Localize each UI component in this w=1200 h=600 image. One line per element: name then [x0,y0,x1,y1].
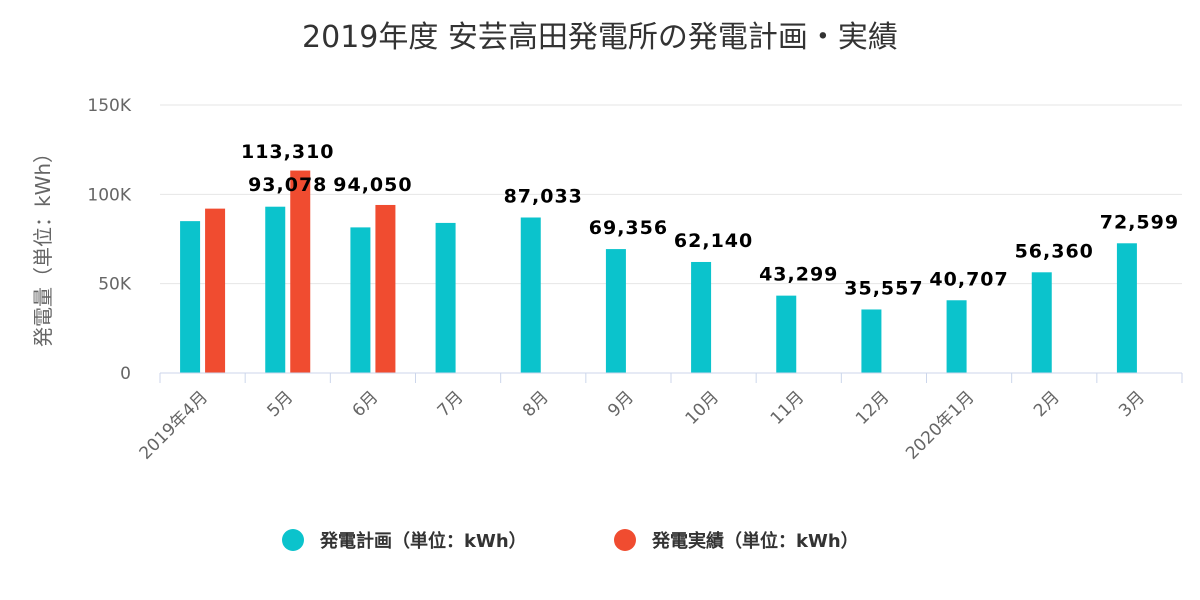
data-label: 56,360 [1015,240,1094,262]
x-tick-label: 2020年1月 [902,387,978,463]
bar-series-1 [1116,243,1137,373]
bar-series-1 [861,309,882,373]
x-tick-label: 3月 [1115,387,1149,421]
x-tick-label: 9月 [604,387,638,421]
data-label: 72,599 [1100,211,1179,233]
legend-marker [282,529,304,551]
y-tick-label: 100K [87,185,131,205]
x-tick-label: 5月 [263,387,297,421]
bar-series-1 [691,261,712,373]
x-tick-label: 10月 [682,387,723,428]
data-label: 87,033 [504,186,583,208]
data-label: 69,356 [589,217,668,239]
legend-marker [614,529,636,551]
x-tick-label: 2019年4月 [136,387,212,463]
bar-series-1 [435,222,456,373]
bar-series-2 [205,208,226,373]
y-tick-label: 0 [120,364,131,384]
x-tick-label: 6月 [349,387,383,421]
bar-series-1 [946,300,967,373]
x-tick-label: 2月 [1030,387,1064,421]
grid-lines [160,104,1182,285]
data-label: 40,707 [929,268,1008,290]
legend-label[interactable]: 発電計画（単位：kWh） [319,530,527,552]
bar-series-2 [375,204,396,373]
bar-series-1 [605,249,626,373]
data-label: 43,299 [759,264,838,286]
legend: 発電計画（単位：kWh） 発電実績（単位：kWh） [282,529,859,552]
x-axis: 2019年4月 5月 6月 7月 8月 9月 10月 11月 12月 2020年1月 2月 3月 [136,372,1183,464]
data-label: 113,310 [241,141,335,163]
data-label: 62,140 [674,230,753,252]
bar-series-1 [350,227,371,373]
x-tick-label: 11月 [767,387,808,428]
y-axis-label: 発電量（単位：kWh） [31,143,55,347]
data-label: 94,050 [333,174,412,196]
y-tick-label: 150K [87,96,131,116]
x-tick-label: 12月 [852,387,893,428]
y-axis: 0 50K 100K 150K [87,96,131,384]
data-labels: 113,310 93,078 94,050 87,033 69,356 62,140 43,… [241,141,1179,299]
bars [180,170,1137,373]
data-label: 93,078 [248,174,327,196]
x-tick-label: 8月 [519,387,553,421]
legend-label[interactable]: 発電実績（単位：kWh） [651,530,859,552]
x-tick-label: 7月 [434,387,468,421]
bar-series-1 [265,206,286,373]
data-label: 35,557 [844,277,923,299]
bar-series-1 [1031,272,1052,373]
chart-title: 2019年度 安芸高田発電所の発電計画・実績 [302,20,898,55]
bar-series-1 [520,217,541,373]
y-tick-label: 50K [98,275,132,295]
bar-series-1 [776,295,797,373]
bar-series-2 [290,170,311,373]
bar-series-1 [180,221,201,373]
